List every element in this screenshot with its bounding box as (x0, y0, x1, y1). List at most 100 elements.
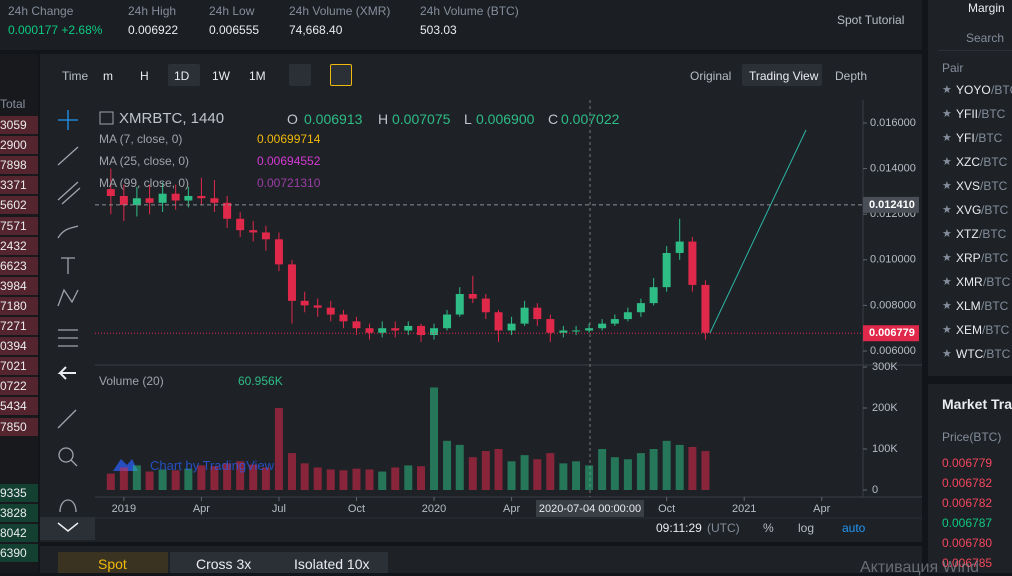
pair-star: XVS ★ (942, 179, 981, 193)
ask-total: 7180 (0, 296, 38, 315)
crosshair-time-box (536, 500, 644, 517)
candle-body (443, 314, 452, 329)
star-icon[interactable]: ★ (942, 156, 952, 168)
candle-body (546, 319, 555, 333)
candle-body (339, 314, 348, 322)
volume-tick-label: 300K (872, 361, 898, 373)
volume-bar (701, 451, 710, 490)
ask-total: 3059 (0, 116, 38, 134)
crosshair-price-label: 0.012410 (869, 199, 915, 211)
star-icon[interactable]: ★ (942, 300, 952, 312)
price-tick-label: 0.014000 (870, 163, 916, 175)
sidebar-margin: Margin (968, 1, 1005, 15)
trade-price: 0.006782 (942, 496, 993, 510)
candle-body (184, 195, 193, 201)
star-icon[interactable]: ★ (942, 228, 952, 240)
volume-bar (300, 463, 309, 490)
collapse-button[interactable] (40, 517, 95, 540)
ask-total: 7898 (0, 156, 38, 175)
volume-bar (404, 465, 413, 490)
volume-bar (662, 440, 671, 490)
volume-bar (261, 467, 270, 490)
order-book-header: Total (0, 97, 26, 111)
stat-label: 24h Volume (BTC) (420, 4, 519, 18)
settings-button[interactable] (330, 64, 352, 86)
pair-quote: /BTC (981, 299, 1009, 313)
search-box[interactable] (938, 26, 1012, 51)
star-icon[interactable]: ★ (942, 108, 952, 120)
volume-bar (546, 453, 555, 490)
volume-bar (675, 444, 684, 490)
trade-price: 0.006787 (942, 516, 993, 530)
candle-body (391, 328, 400, 331)
stat-label: 24h Low (209, 4, 255, 18)
scale-button[interactable]: % (763, 521, 774, 535)
indicator-button[interactable] (289, 64, 311, 86)
interval-button[interactable]: 1M (249, 69, 266, 83)
trend-line-drawing (709, 129, 807, 334)
candle-body (507, 323, 516, 331)
bid-total: 9335 (0, 484, 38, 502)
scale-button[interactable]: log (798, 521, 815, 535)
trade-price: 0.006785 (942, 556, 993, 570)
pair-quote: /BTC (983, 347, 1011, 361)
star-icon[interactable]: ★ (942, 132, 952, 144)
ohlc-letter: H (378, 111, 389, 127)
interval-active[interactable] (168, 64, 200, 86)
star-icon[interactable]: ★ (942, 84, 952, 96)
view-button[interactable]: Original (690, 69, 732, 83)
volume-bar (339, 470, 348, 490)
scale-button[interactable]: auto (842, 521, 866, 535)
os-watermark: Активация Wind (860, 559, 979, 576)
spot-tab[interactable] (58, 552, 168, 573)
pair-quote: /BTC (975, 131, 1003, 145)
margin-tabs-bg[interactable] (170, 552, 388, 573)
star-icon[interactable]: ★ (942, 324, 952, 336)
ask-total: 7021 (0, 357, 38, 376)
pair-star: XZC ★ (942, 155, 980, 169)
margin-tab[interactable]: Cross 3x (196, 556, 252, 572)
ask-total: 5434 (0, 397, 38, 416)
candle-body (119, 195, 128, 206)
star-icon[interactable]: ★ (942, 204, 952, 216)
candle-body (378, 328, 387, 333)
ask-total: 7271 (0, 317, 38, 335)
ask-total: 2900 (0, 136, 38, 155)
candle-body (430, 328, 439, 336)
interval-button[interactable]: 1W (212, 69, 230, 83)
stat-label: 24h High (128, 4, 177, 18)
candle-body (623, 312, 632, 320)
star-icon[interactable]: ★ (942, 252, 952, 264)
candle-body (675, 241, 684, 253)
clock: 09:11:29 (656, 521, 702, 535)
bid-total: 6390 (0, 544, 38, 562)
spot-tutorial[interactable]: Spot Tutorial (837, 13, 905, 27)
volume-bar (455, 444, 464, 490)
sidebar (928, 0, 1012, 376)
ma-value: 0.00699714 (257, 132, 321, 146)
star-icon[interactable]: ★ (942, 180, 952, 192)
pair-quote: /BTC (979, 227, 1007, 241)
view-button[interactable]: Depth (835, 69, 868, 83)
view-button[interactable]: Trading View (749, 69, 819, 83)
ask-total: 5602 (0, 196, 38, 215)
interval-button[interactable]: 1D (174, 69, 190, 83)
candle-body (197, 195, 206, 199)
star-icon[interactable]: ★ (942, 348, 952, 360)
pair-quote: /BTC (980, 155, 1008, 169)
interval-button[interactable]: m (103, 69, 113, 83)
margin-tab[interactable]: Isolated 10x (294, 556, 370, 572)
star-icon[interactable]: ★ (942, 276, 952, 288)
candle-body (662, 252, 671, 288)
pair-header: Pair (942, 61, 964, 75)
candle-body (649, 287, 658, 304)
margin-tab[interactable]: Spot (98, 556, 127, 572)
view-active[interactable] (742, 64, 822, 86)
interval-button[interactable]: H (140, 69, 149, 83)
stat-label: 24h Change (8, 4, 74, 18)
trade-price: 0.006779 (942, 456, 993, 470)
pair-quote: /BTC (978, 107, 1006, 121)
volume-bar (623, 459, 632, 490)
pair-star: XTZ ★ (942, 227, 979, 241)
